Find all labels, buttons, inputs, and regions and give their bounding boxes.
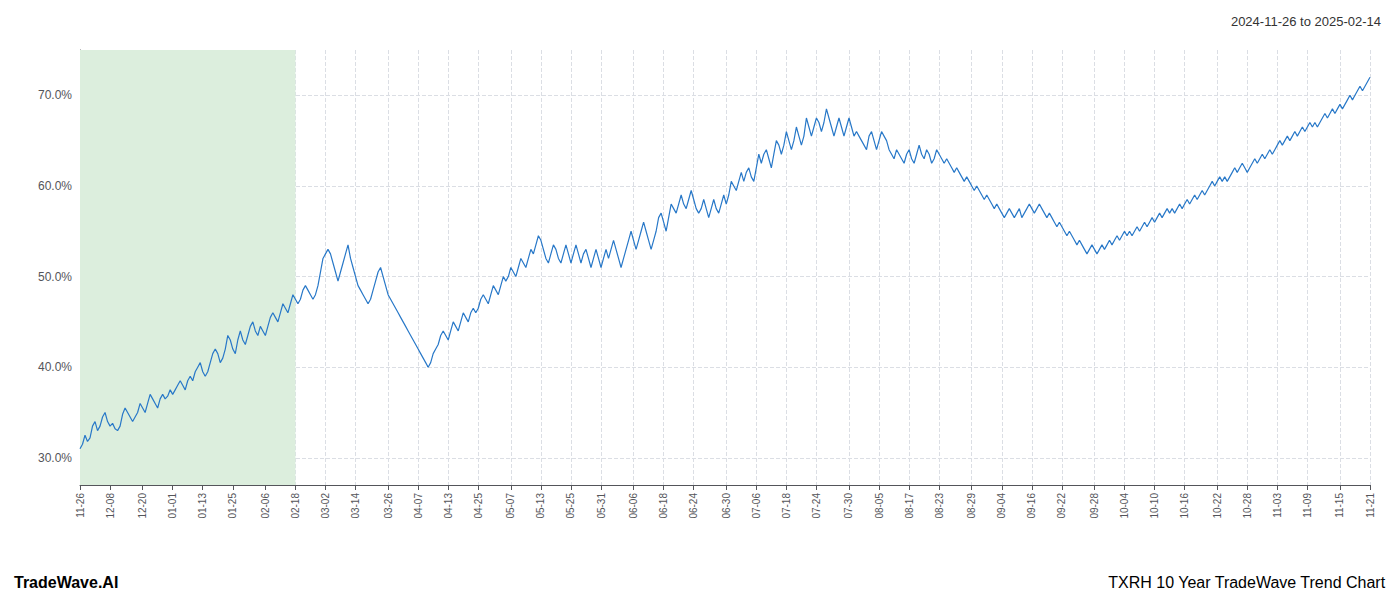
svg-text:05-07: 05-07	[505, 493, 516, 519]
svg-text:03-14: 03-14	[350, 493, 361, 519]
svg-text:10-04: 10-04	[1119, 493, 1130, 519]
svg-text:50.0%: 50.0%	[38, 270, 72, 284]
svg-text:08-29: 08-29	[966, 493, 977, 519]
svg-text:10-16: 10-16	[1179, 493, 1190, 519]
svg-text:11-09: 11-09	[1302, 493, 1313, 518]
svg-text:06-24: 06-24	[688, 493, 699, 519]
svg-text:10-28: 10-28	[1242, 493, 1253, 519]
svg-text:04-07: 04-07	[413, 493, 424, 519]
svg-text:11-15: 11-15	[1334, 493, 1345, 518]
svg-text:05-13: 05-13	[535, 493, 546, 519]
svg-text:60.0%: 60.0%	[38, 179, 72, 193]
svg-text:12-08: 12-08	[105, 493, 116, 519]
svg-text:06-30: 06-30	[721, 493, 732, 519]
svg-text:06-18: 06-18	[658, 493, 669, 519]
svg-text:07-18: 07-18	[781, 493, 792, 519]
svg-text:04-25: 04-25	[473, 493, 484, 519]
svg-text:08-05: 08-05	[874, 493, 885, 519]
svg-text:01-01: 01-01	[167, 493, 178, 519]
svg-text:06-06: 06-06	[628, 493, 639, 519]
svg-text:07-30: 07-30	[843, 493, 854, 519]
svg-text:04-13: 04-13	[443, 493, 454, 519]
svg-text:08-17: 08-17	[904, 493, 915, 519]
svg-text:01-25: 01-25	[227, 493, 238, 519]
svg-text:TradeWave.AI: TradeWave.AI	[14, 574, 118, 591]
svg-text:11-26: 11-26	[75, 493, 86, 518]
svg-text:08-23: 08-23	[934, 493, 945, 519]
svg-text:02-18: 02-18	[290, 493, 301, 519]
svg-text:07-24: 07-24	[811, 493, 822, 519]
svg-text:10-22: 10-22	[1212, 493, 1223, 519]
svg-text:11-21: 11-21	[1365, 493, 1376, 518]
svg-text:07-06: 07-06	[751, 493, 762, 519]
svg-text:09-04: 09-04	[996, 493, 1007, 519]
svg-text:10-10: 10-10	[1149, 493, 1160, 519]
svg-text:30.0%: 30.0%	[38, 451, 72, 465]
svg-text:40.0%: 40.0%	[38, 360, 72, 374]
svg-text:05-25: 05-25	[565, 493, 576, 519]
svg-text:05-31: 05-31	[596, 493, 607, 519]
svg-text:TXRH 10 Year TradeWave Trend C: TXRH 10 Year TradeWave Trend Chart	[1108, 574, 1385, 591]
svg-text:70.0%: 70.0%	[38, 88, 72, 102]
svg-text:2024-11-26 to 2025-02-14: 2024-11-26 to 2025-02-14	[1231, 14, 1381, 29]
svg-text:03-02: 03-02	[320, 493, 331, 519]
svg-text:12-20: 12-20	[137, 493, 148, 519]
svg-text:09-16: 09-16	[1026, 493, 1037, 519]
svg-text:09-22: 09-22	[1056, 493, 1067, 519]
svg-text:11-03: 11-03	[1272, 493, 1283, 518]
svg-text:01-13: 01-13	[197, 493, 208, 519]
svg-text:03-26: 03-26	[383, 493, 394, 519]
svg-text:02-06: 02-06	[260, 493, 271, 519]
svg-text:09-28: 09-28	[1089, 493, 1100, 519]
